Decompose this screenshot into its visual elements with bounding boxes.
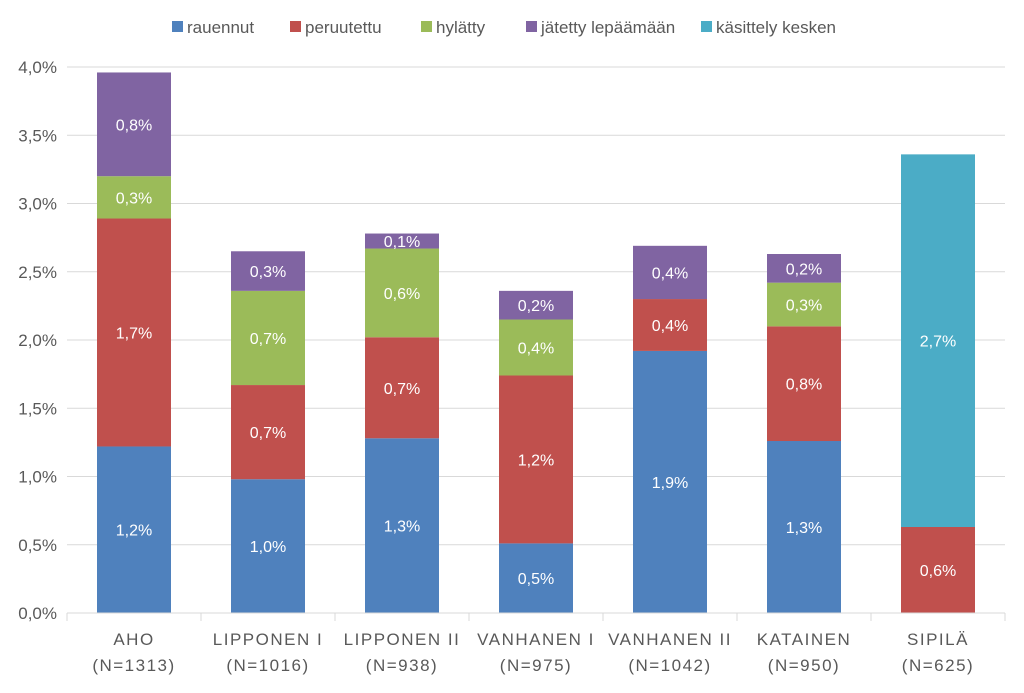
legend-label-peruutettu: peruutettu bbox=[305, 18, 382, 37]
x-tick-label: AHO bbox=[113, 630, 154, 649]
legend-label-hylatty: hylätty bbox=[436, 18, 486, 37]
data-label: 0,4% bbox=[518, 341, 554, 358]
x-tick-label: LIPPONEN II bbox=[344, 630, 461, 649]
data-label: 0,7% bbox=[250, 331, 286, 348]
x-tick-sublabel: (N=950) bbox=[768, 656, 840, 675]
bar-segment-peruutettu bbox=[231, 385, 305, 480]
data-label: 0,6% bbox=[384, 286, 420, 303]
data-label: 1,3% bbox=[384, 519, 420, 536]
y-tick-label: 2,5% bbox=[18, 263, 57, 282]
data-label: 0,8% bbox=[116, 117, 152, 134]
bar-segment-hylatty bbox=[767, 282, 841, 327]
bar-segment-jatetty-lepaamaan bbox=[499, 290, 573, 320]
bar-segment-peruutettu bbox=[633, 299, 707, 351]
data-label: 0,4% bbox=[652, 265, 688, 282]
bar-segment-hylatty bbox=[97, 176, 171, 219]
data-label: 0,3% bbox=[786, 298, 822, 315]
x-tick-label: LIPPONEN I bbox=[213, 630, 323, 649]
data-label: 0,3% bbox=[250, 264, 286, 281]
y-tick-label: 2,0% bbox=[18, 331, 57, 350]
legend-swatch-jatetty-lepaamaan bbox=[526, 21, 537, 32]
bars: 1,2% 1,7% 0,3% 0,8% 1,0% 0,7% 0,7% 0,3% 1,3% 0,7%… bbox=[97, 72, 975, 613]
bar-segment-jatetty-lepaamaan bbox=[231, 251, 305, 291]
bar-segment-jatetty-lepaamaan bbox=[97, 72, 171, 177]
x-tick-sublabel: (N=1313) bbox=[92, 656, 175, 675]
bar-segment-rauennut bbox=[97, 446, 171, 613]
x-tick-sublabel: (N=975) bbox=[500, 656, 572, 675]
x-tick-sublabel: (N=938) bbox=[366, 656, 438, 675]
x-axis: AHO (N=1313) LIPPONEN I (N=1016) LIPPONEN II… bbox=[66, 612, 1006, 675]
x-tick-label: SIPILÄ bbox=[907, 630, 969, 649]
bar-segment-jatetty-lepaamaan bbox=[633, 245, 707, 300]
data-label: 0,3% bbox=[116, 190, 152, 207]
bar-segment-peruutettu bbox=[499, 375, 573, 544]
bar-segment-kasittely-kesken bbox=[901, 154, 975, 528]
bar-segment-rauennut bbox=[365, 438, 439, 613]
y-tick-label: 1,5% bbox=[18, 399, 57, 418]
bar-segment-jatetty-lepaamaan bbox=[767, 254, 841, 283]
legend-swatch-rauennut bbox=[172, 21, 183, 32]
data-label: 0,5% bbox=[518, 571, 554, 588]
bar-segment-peruutettu bbox=[901, 527, 975, 613]
x-tick-label: VANHANEN II bbox=[608, 630, 732, 649]
y-tick-label: 3,5% bbox=[18, 126, 57, 145]
x-tick-sublabel: (N=1042) bbox=[628, 656, 711, 675]
x-tick-sublabel: (N=1016) bbox=[226, 656, 309, 675]
data-label: 1,3% bbox=[786, 520, 822, 537]
data-label: 0,2% bbox=[786, 261, 822, 278]
legend-swatch-hylatty bbox=[421, 21, 432, 32]
data-label: 0,2% bbox=[518, 298, 554, 315]
legend-label-kasittely-kesken: käsittely kesken bbox=[716, 18, 836, 37]
data-label: 0,6% bbox=[920, 563, 956, 580]
bar-segment-rauennut bbox=[767, 441, 841, 613]
data-label: 0,8% bbox=[786, 377, 822, 394]
y-tick-label: 1,0% bbox=[18, 468, 57, 487]
x-tick-sublabel: (N=625) bbox=[902, 656, 974, 675]
data-label: 1,9% bbox=[652, 475, 688, 492]
bar-segment-peruutettu bbox=[365, 337, 439, 439]
bar-segment-hylatty bbox=[365, 248, 439, 338]
data-label: 1,2% bbox=[116, 523, 152, 540]
y-axis: 0,0% 0,5% 1,0% 1,5% 2,0% 2,5% 3,0% 3,5% 4,0% bbox=[18, 58, 57, 623]
x-tick-label: KATAINEN bbox=[757, 630, 852, 649]
data-label: 0,7% bbox=[250, 425, 286, 442]
y-tick-label: 0,5% bbox=[18, 536, 57, 555]
data-label: 1,2% bbox=[518, 452, 554, 469]
bar-segment-jatetty-lepaamaan bbox=[365, 233, 439, 249]
legend: rauennut peruutettu hylätty jätetty lepäämä… bbox=[172, 18, 836, 37]
data-label: 2,7% bbox=[920, 334, 956, 351]
y-tick-label: 4,0% bbox=[18, 58, 57, 77]
bar-segment-peruutettu bbox=[97, 218, 171, 447]
legend-swatch-peruutettu bbox=[290, 21, 301, 32]
bar-segment-hylatty bbox=[231, 290, 305, 386]
y-tick-label: 0,0% bbox=[18, 604, 57, 623]
data-label: 0,4% bbox=[652, 318, 688, 335]
legend-label-jatetty-lepaamaan: jätetty lepäämään bbox=[540, 18, 675, 37]
data-label: 0,7% bbox=[384, 381, 420, 398]
data-label: 0,1% bbox=[384, 234, 420, 251]
bar-segment-peruutettu bbox=[767, 326, 841, 442]
legend-swatch-kasittely-kesken bbox=[701, 21, 712, 32]
data-label: 1,7% bbox=[116, 325, 152, 342]
bar-segment-rauennut bbox=[499, 543, 573, 613]
data-label: 1,0% bbox=[250, 539, 286, 556]
legend-label-rauennut: rauennut bbox=[187, 18, 254, 37]
x-tick-label: VANHANEN I bbox=[477, 630, 595, 649]
bar-segment-rauennut bbox=[231, 479, 305, 613]
bar-segment-hylatty bbox=[499, 319, 573, 376]
y-tick-label: 3,0% bbox=[18, 195, 57, 214]
bar-segment-rauennut bbox=[633, 350, 707, 613]
